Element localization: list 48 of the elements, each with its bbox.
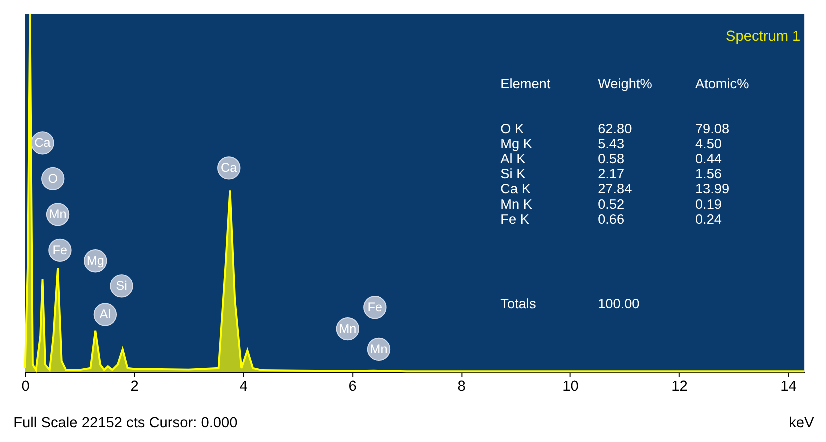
x-tick-label: 8: [458, 378, 466, 395]
x-tick-label: 0: [22, 378, 30, 395]
annotation: Mn: [370, 342, 388, 356]
annotation: 0.44: [695, 152, 722, 167]
x-tick-label: 12: [672, 378, 688, 395]
x-tick-label: 14: [780, 378, 797, 395]
x-tick-label: 6: [348, 378, 357, 395]
annotation: 0.66: [598, 212, 625, 227]
annotation: 79.08: [695, 121, 730, 136]
annotation: 4.50: [695, 136, 722, 152]
annotation: Mg K: [500, 136, 532, 152]
annotation: 0.52: [598, 196, 625, 212]
annotation: Al: [100, 308, 112, 322]
annotation: Atomic%: [695, 76, 750, 92]
x-axis-title: keV: [789, 415, 815, 432]
annotation: 2.17: [598, 166, 625, 182]
annotation: Mn K: [500, 196, 532, 212]
annotation: Fe: [52, 243, 68, 258]
annotation: 13.99: [695, 182, 730, 197]
annotation: 0.58: [598, 152, 625, 167]
x-tick-label: 10: [562, 378, 579, 395]
annotation: 0.19: [695, 196, 722, 212]
annotation: 100.00: [598, 296, 640, 312]
annotation: Ca K: [500, 182, 531, 197]
annotation: Fe: [368, 300, 383, 315]
annotation: 62.80: [598, 121, 633, 136]
annotation: Weight%: [598, 76, 652, 92]
annotation: Totals: [500, 296, 536, 312]
text: Full Scale 22152 cts Cursor: 0.000: [14, 415, 238, 432]
annotation: Ca: [34, 136, 52, 150]
annotation: 5.43: [598, 136, 625, 152]
annotation: Al K: [500, 152, 526, 167]
annotation: Mg: [86, 254, 104, 268]
annotation: Mn: [49, 208, 67, 222]
annotation: Si K: [500, 166, 526, 182]
x-tick-label: 4: [240, 378, 248, 395]
annotation: 0.24: [695, 212, 722, 227]
annotation: 27.84: [598, 182, 633, 197]
annotation: 1.56: [695, 166, 722, 182]
annotation: Ca: [221, 161, 238, 176]
x-tick-label: 2: [130, 378, 139, 395]
annotation: Element: [500, 76, 551, 92]
annotation: O K: [500, 121, 524, 136]
annotation: Fe K: [500, 212, 530, 227]
annotation: O: [48, 172, 58, 186]
text: Spectrum 1: [726, 28, 801, 45]
annotation: Mn: [339, 322, 357, 336]
annotation: Si: [116, 279, 128, 294]
